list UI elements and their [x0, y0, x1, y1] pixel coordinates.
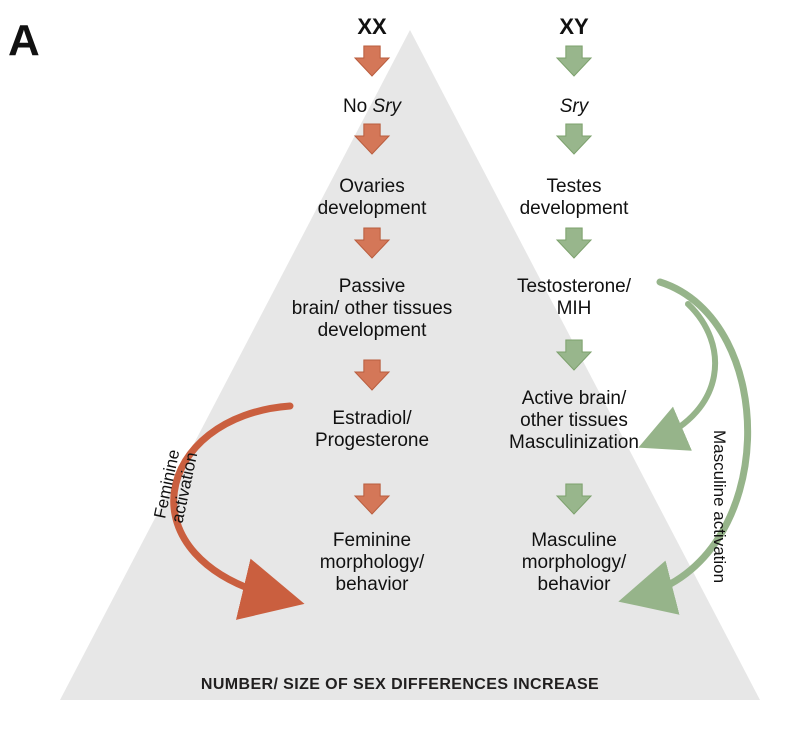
column-heading: XX: [312, 14, 432, 39]
bottom-caption: NUMBER/ SIZE OF SEX DIFFERENCES INCREASE: [0, 676, 800, 694]
activation-label: Feminineactivation: [148, 433, 204, 538]
diagram-canvas: A XXNo SryOvariesdevelopmentPassivebrain…: [0, 0, 800, 734]
xy-testosterone: Testosterone/MIH: [454, 276, 694, 320]
xy-testes: Testesdevelopment: [454, 176, 694, 220]
xy-sry: Sry: [454, 96, 694, 118]
column-heading: XY: [514, 14, 634, 39]
activation-label: Masculine activation: [710, 430, 728, 583]
xy-active: Active brain/other tissuesMasculinizatio…: [454, 388, 694, 454]
xy-masculine: Masculinemorphology/behavior: [454, 530, 694, 596]
text-layer: XXNo SryOvariesdevelopmentPassivebrain/ …: [0, 0, 800, 734]
